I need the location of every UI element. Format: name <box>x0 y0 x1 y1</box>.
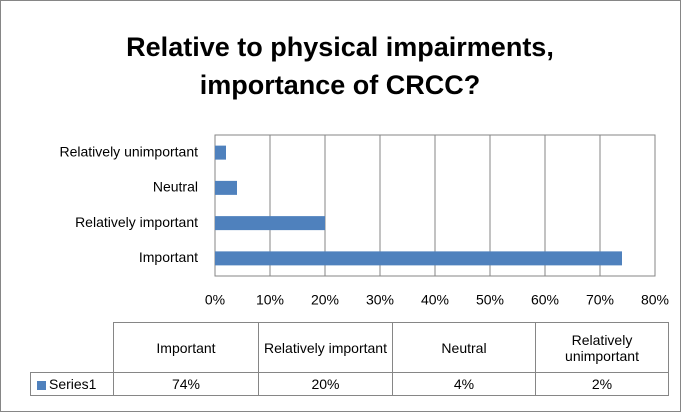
table-header-cell: Relatively important <box>258 322 393 373</box>
bar <box>215 216 325 231</box>
bar <box>215 251 622 266</box>
data-table-header: Important Relatively important Neutral Rela… <box>30 322 669 373</box>
y-tick-label: Relatively unimportant <box>59 143 198 159</box>
x-tick-label: 80% <box>641 292 669 308</box>
x-tick-label: 0% <box>205 292 225 308</box>
table-value-cell: 74% <box>113 372 259 396</box>
y-tick-label: Relatively important <box>75 214 198 230</box>
x-tick-label: 70% <box>586 292 614 308</box>
table-value-cell: 20% <box>258 372 393 396</box>
data-table-row: Series1 74% 20% 4% 2% <box>30 372 669 396</box>
x-tick-label: 10% <box>256 292 284 308</box>
chart-title: Relative to physical impairments, import… <box>126 32 554 100</box>
y-tick-label: Important <box>139 249 198 265</box>
x-tick-label: 50% <box>476 292 504 308</box>
blank-cell <box>30 322 114 373</box>
series-cell: Series1 <box>30 372 114 396</box>
table-value-cell: 4% <box>392 372 536 396</box>
table-header-cell: Neutral <box>392 322 536 373</box>
y-tick-label: Neutral <box>153 179 198 195</box>
table-header-cell: Relatively unimportant <box>535 322 669 373</box>
table-value-cell: 2% <box>535 372 669 396</box>
bar <box>215 145 226 160</box>
bar <box>215 180 237 195</box>
x-tick-label: 30% <box>366 292 394 308</box>
legend-swatch <box>37 380 46 390</box>
legend-label: Series1 <box>49 376 97 392</box>
x-tick-label: 60% <box>531 292 559 308</box>
data-table: Important Relatively important Neutral Rela… <box>30 322 669 396</box>
table-header-cell: Important <box>113 322 259 373</box>
x-tick-label: 40% <box>421 292 449 308</box>
x-tick-label: 20% <box>311 292 339 308</box>
